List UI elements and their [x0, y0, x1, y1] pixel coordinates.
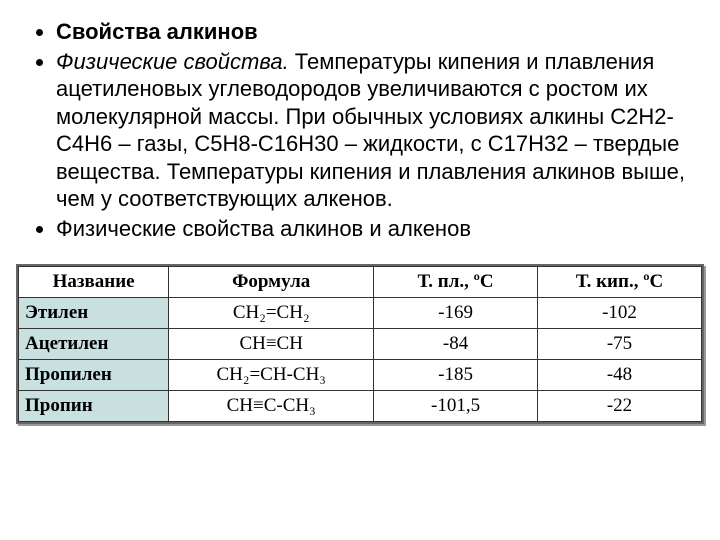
- cell-mp: -84: [374, 329, 538, 360]
- properties-table: Название Формула Т. пл., ºС Т. кип., ºС …: [18, 266, 702, 422]
- bullet-2-prefix: Физические свойства.: [56, 49, 289, 74]
- cell-bp: -22: [538, 391, 702, 422]
- cell-formula: CH≡C-CH₃: [169, 391, 374, 422]
- table-row: Пропилен CH₂=CH-CH₃ -185 -48: [19, 360, 702, 391]
- header-formula: Формула: [169, 267, 374, 298]
- cell-mp: -169: [374, 298, 538, 329]
- table-row: Пропин CH≡C-CH₃ -101,5 -22: [19, 391, 702, 422]
- bullet-3-text: Физические свойства алкинов и алкенов: [56, 216, 471, 241]
- table-row: Ацетилен CH≡CH -84 -75: [19, 329, 702, 360]
- cell-name: Этилен: [19, 298, 169, 329]
- properties-table-wrap: Название Формула Т. пл., ºС Т. кип., ºС …: [16, 264, 704, 424]
- cell-bp: -48: [538, 360, 702, 391]
- table-header-row: Название Формула Т. пл., ºС Т. кип., ºС: [19, 267, 702, 298]
- cell-mp: -101,5: [374, 391, 538, 422]
- cell-formula: CH₂=CH₂: [169, 298, 374, 329]
- bullet-list: Свойства алкинов Физические свойства. Те…: [28, 18, 692, 242]
- bullet-item-2: Физические свойства. Температуры кипения…: [56, 48, 692, 213]
- header-bp: Т. кип., ºС: [538, 267, 702, 298]
- cell-name: Пропин: [19, 391, 169, 422]
- header-mp: Т. пл., ºС: [374, 267, 538, 298]
- cell-name: Ацетилен: [19, 329, 169, 360]
- header-name: Название: [19, 267, 169, 298]
- cell-bp: -102: [538, 298, 702, 329]
- bullet-1-text: Свойства алкинов: [56, 19, 258, 44]
- bullet-item-1: Свойства алкинов: [56, 18, 692, 46]
- bullet-item-3: Физические свойства алкинов и алкенов: [56, 215, 692, 243]
- cell-formula: CH₂=CH-CH₃: [169, 360, 374, 391]
- cell-bp: -75: [538, 329, 702, 360]
- cell-name: Пропилен: [19, 360, 169, 391]
- cell-mp: -185: [374, 360, 538, 391]
- text-content: Свойства алкинов Физические свойства. Те…: [0, 0, 720, 242]
- table-row: Этилен CH₂=CH₂ -169 -102: [19, 298, 702, 329]
- cell-formula: CH≡CH: [169, 329, 374, 360]
